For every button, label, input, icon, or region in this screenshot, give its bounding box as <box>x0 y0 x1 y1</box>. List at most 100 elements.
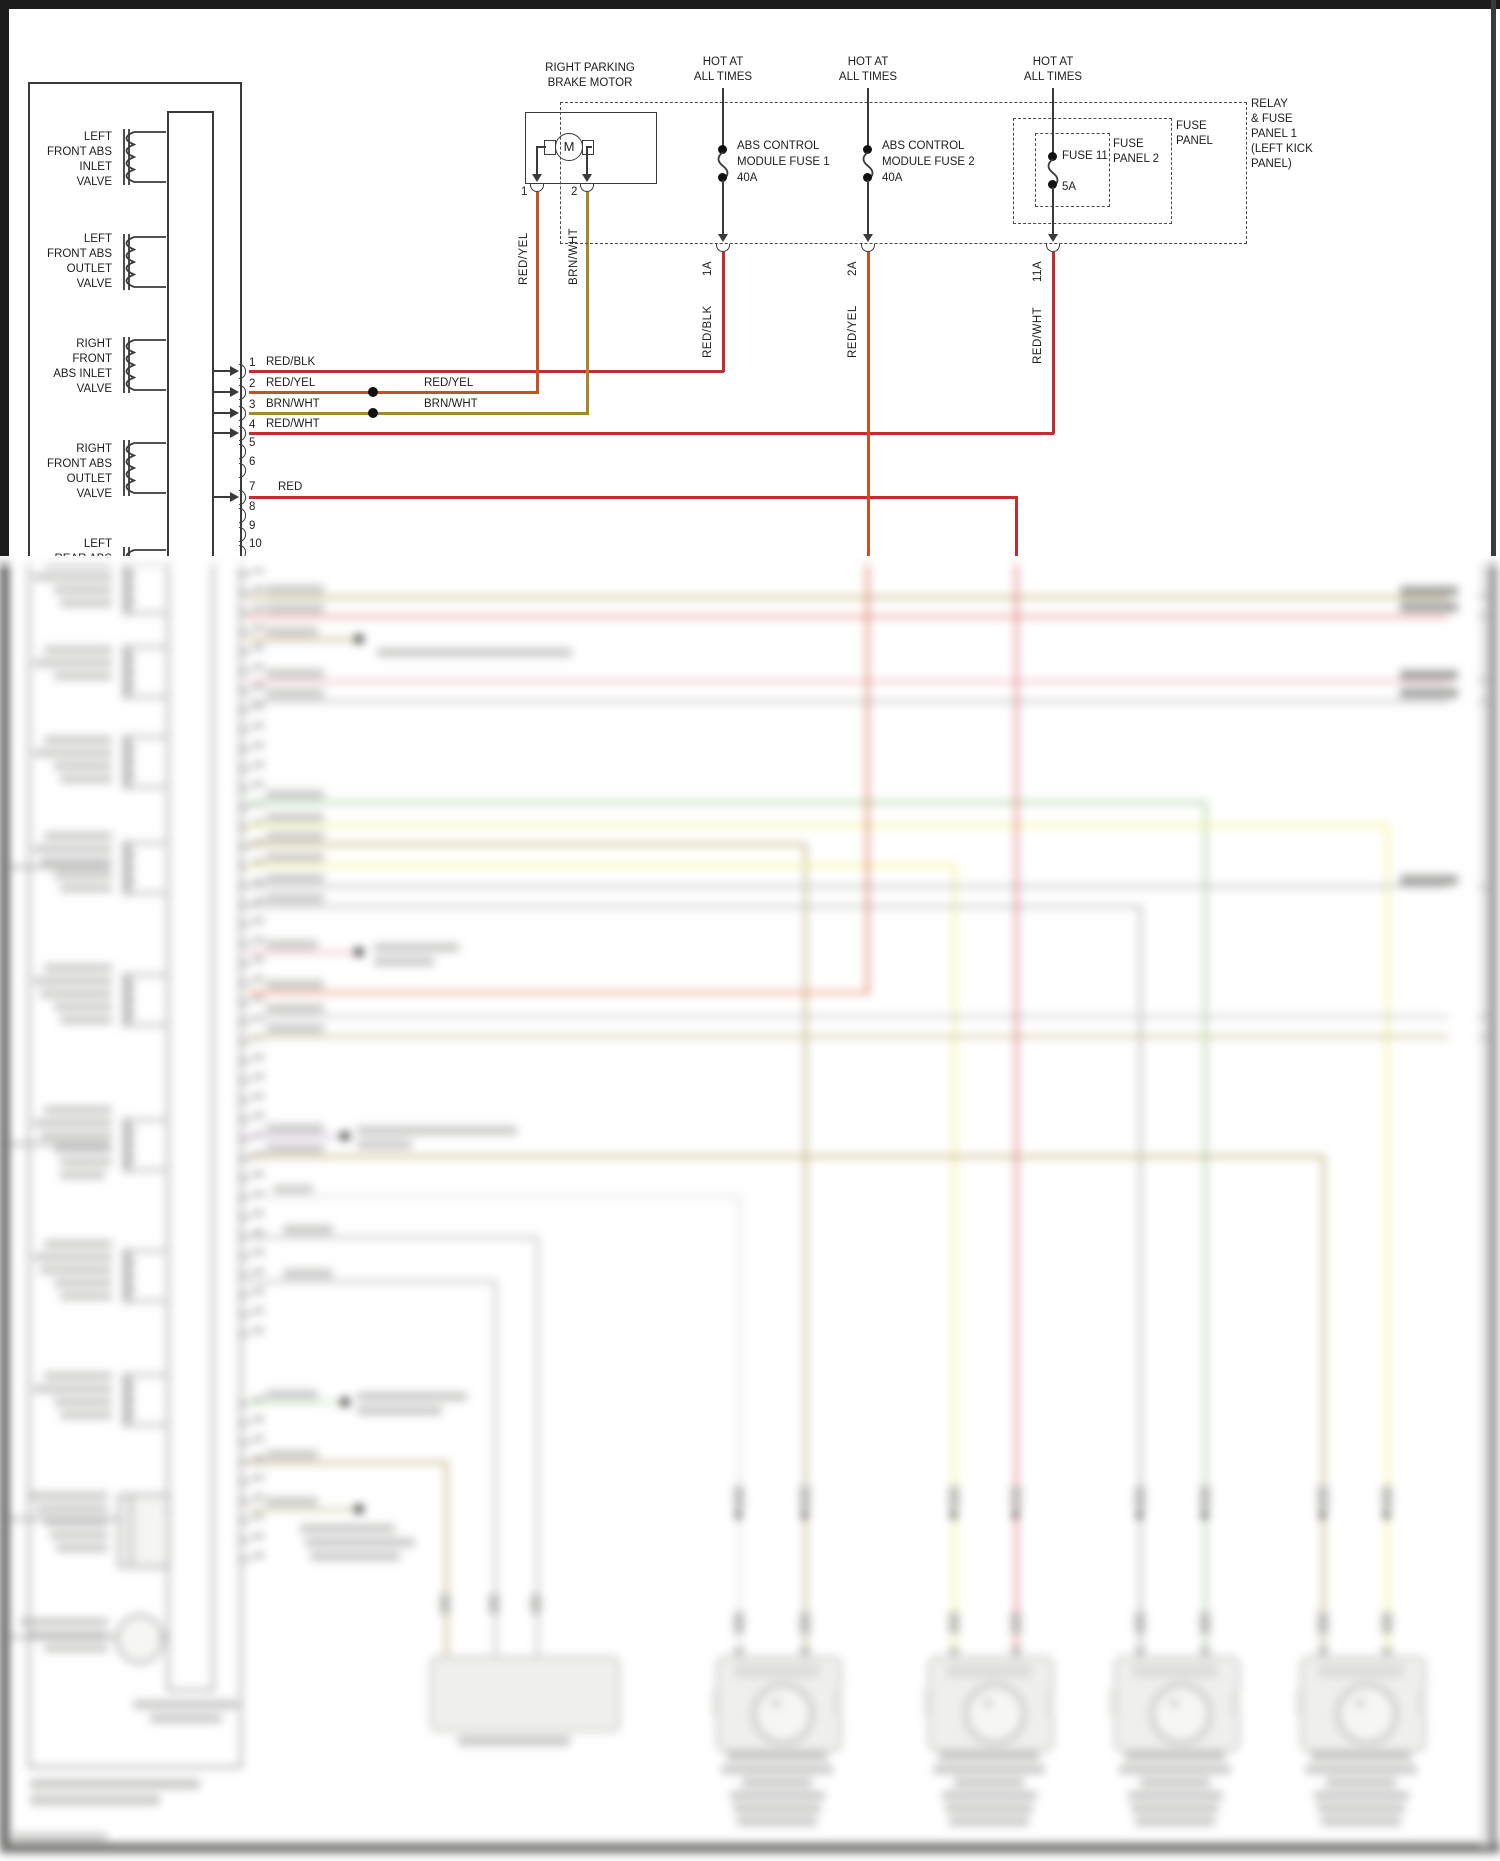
wire-red-yel <box>866 548 869 994</box>
wire-red <box>1015 496 1018 558</box>
motor-box <box>525 112 657 184</box>
fuse-label: 5A <box>1062 181 1077 193</box>
valve-label: RIGHT <box>76 443 112 455</box>
pin-connector-arc <box>239 545 246 558</box>
pin-number: 2 <box>249 378 256 390</box>
wire-label: RED/BLK <box>266 356 316 368</box>
arrow-icon <box>799 1648 811 1657</box>
relay-fuse-panel1-label: PANEL 1 <box>1251 128 1298 140</box>
arrow-icon <box>230 428 239 438</box>
valve-label: VALVE <box>76 176 112 188</box>
pin-connector-arc <box>239 463 246 478</box>
page-border-left <box>0 548 9 1848</box>
valve-coil-icon <box>123 840 166 896</box>
valve-label: FRONT ABS <box>47 146 112 158</box>
pin-connector-arc <box>861 244 875 252</box>
wire-label: RED/BLK <box>702 305 714 358</box>
valve-coil-icon <box>123 337 166 393</box>
arrow-icon <box>532 174 542 182</box>
pin-numbers <box>253 1386 264 1561</box>
valve-coil-icon <box>123 1248 166 1304</box>
ecu-strip-top <box>167 111 214 113</box>
ecu-box-left-edge <box>28 548 30 1767</box>
pin-connector-arc <box>239 508 246 523</box>
page-border-left <box>0 0 9 558</box>
pin-connector-arc <box>239 444 246 459</box>
pin-number: 4 <box>249 419 256 431</box>
valve-label: ABS INLET <box>53 368 112 380</box>
wire <box>1139 905 1142 1658</box>
ecu-box-left-edge <box>28 82 30 558</box>
fuse-panel-box <box>1013 118 1172 224</box>
component-lead <box>10 866 110 868</box>
fuse-terminal <box>863 173 872 182</box>
fuse-panel2-label: PANEL 2 <box>1113 153 1160 165</box>
sensor-component-icon <box>116 1614 164 1664</box>
pin-number: 10 <box>249 538 262 550</box>
motor-title: BRAKE MOTOR <box>547 77 633 89</box>
wire <box>248 1135 346 1138</box>
fuse-label: ABS CONTROL <box>882 140 965 152</box>
valve-label: VALVE <box>76 278 112 290</box>
pin-connector-arc <box>239 364 246 379</box>
ecu-box-right-edge <box>240 82 242 558</box>
fuse-terminal <box>718 145 727 154</box>
hot-at-label: HOT AT <box>702 56 744 68</box>
relay-fuse-panel1-label: RELAY <box>1251 98 1288 110</box>
valve-label: LEFT <box>83 538 112 550</box>
wire-red-wht <box>1052 252 1055 434</box>
hot-at-label: ALL TIMES <box>838 71 898 83</box>
wire-label: RED <box>278 481 303 493</box>
wire <box>248 905 1142 908</box>
wire <box>248 1280 497 1283</box>
wire <box>248 885 1448 888</box>
component-lead <box>10 1143 110 1145</box>
wire <box>248 951 360 954</box>
valve-label: VALVE <box>76 488 112 500</box>
wire <box>248 824 1389 827</box>
wire-label: RED/YEL <box>847 305 859 358</box>
fuse-label: MODULE FUSE 1 <box>737 156 830 168</box>
valve-coil-icon <box>123 547 166 558</box>
hot-at-label: ALL TIMES <box>693 71 753 83</box>
feed-pin-label: 2A <box>847 260 859 276</box>
pin-stubs <box>238 1390 251 1565</box>
relay-fuse-panel1-box <box>560 102 1247 244</box>
relay-fuse-panel1-label: (LEFT KICK <box>1251 143 1313 155</box>
pin-connector-arc <box>239 527 246 542</box>
wire <box>248 700 1448 703</box>
relay-component-icon <box>118 1494 170 1568</box>
arrow-icon <box>582 174 592 182</box>
pin-connector-arc <box>239 490 246 505</box>
page-border-top <box>0 0 1500 9</box>
valve-label: FRONT ABS <box>47 248 112 260</box>
wire <box>248 1236 539 1239</box>
junction-dot <box>354 634 364 644</box>
pin-stubs <box>238 560 251 1350</box>
wire-red <box>249 496 1018 499</box>
fuse-terminal <box>1048 180 1057 189</box>
component-lead <box>10 1636 116 1638</box>
wire-label: RED/WHT <box>266 418 320 430</box>
junction-dot <box>354 947 364 957</box>
component-lead <box>10 1518 118 1520</box>
valve-label: VALVE <box>76 383 112 395</box>
hot-at-label: HOT AT <box>1032 56 1074 68</box>
arrow-icon <box>1048 234 1058 242</box>
wire <box>248 680 1448 683</box>
pin-number: 3 <box>249 399 256 411</box>
valve-label: LEFT <box>83 131 112 143</box>
wire-red-blk <box>249 370 724 373</box>
arrow-icon <box>1199 1648 1211 1657</box>
pin-connector-arc <box>530 184 544 192</box>
valve-label: REAR ABS <box>30 553 112 558</box>
ecu-box-top-edge <box>28 82 242 84</box>
motor-pin-number: 1 <box>521 186 528 198</box>
wire <box>248 638 360 641</box>
wire-label: BRN/WHT <box>266 398 320 410</box>
fuse-terminal <box>718 173 727 182</box>
sensor-component-box <box>430 1656 620 1732</box>
wire-label: RED/WHT <box>1032 306 1044 364</box>
valve-coil-icon <box>123 234 166 290</box>
